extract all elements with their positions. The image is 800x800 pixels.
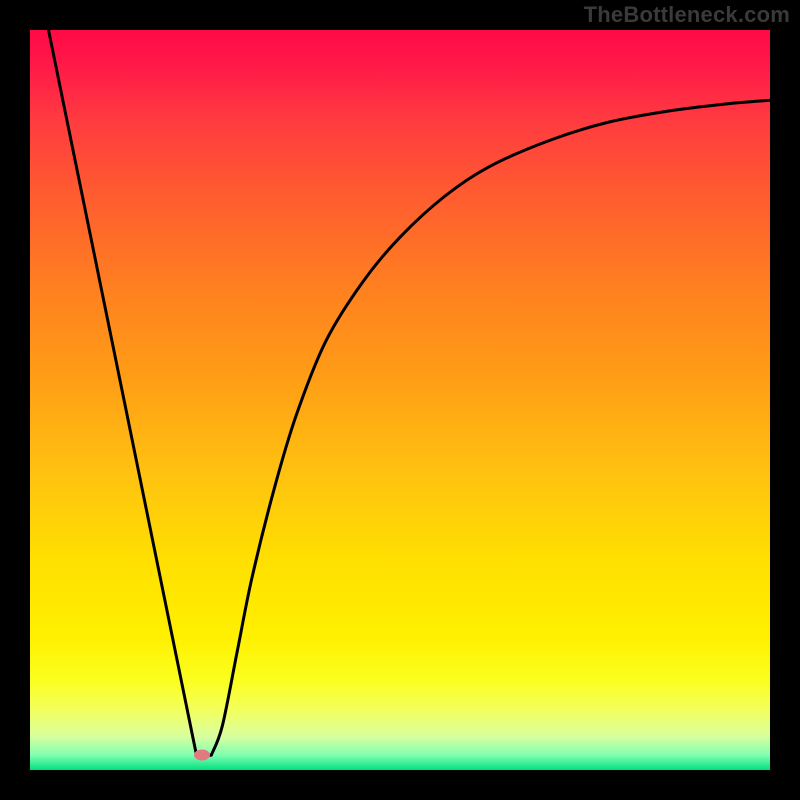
minimum-point-marker: [194, 750, 210, 761]
watermark-text: TheBottleneck.com: [584, 2, 790, 28]
plot-area: [30, 30, 770, 770]
chart-container: TheBottleneck.com: [0, 0, 800, 800]
bottleneck-curve: [30, 30, 770, 770]
